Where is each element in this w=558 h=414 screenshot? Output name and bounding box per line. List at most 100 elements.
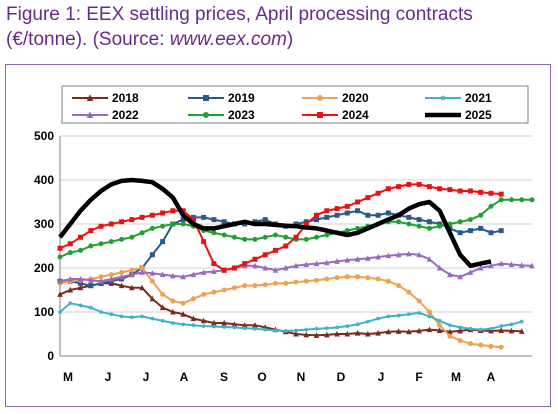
y-tick-label: 400 [34, 173, 54, 187]
series-point-2022 [344, 256, 351, 263]
series-point-2020 [180, 300, 186, 306]
series-point-2022 [529, 262, 535, 269]
series-point-2020 [467, 341, 473, 347]
series-point-2020 [426, 309, 432, 315]
legend-label-2021: 2021 [465, 91, 492, 105]
series-point-2023 [478, 212, 484, 218]
series-point-2020 [385, 278, 391, 284]
legend-label-2019: 2019 [228, 91, 255, 105]
series-point-2018 [190, 315, 197, 322]
series-point-2018 [406, 328, 412, 335]
series-point-2022 [354, 256, 361, 262]
series-point-2023 [160, 223, 166, 229]
series-point-2019 [355, 208, 361, 214]
series-point-2018 [303, 331, 310, 338]
series-point-2020 [447, 333, 453, 339]
series-point-2024 [498, 191, 504, 197]
series-point-2019 [314, 217, 320, 223]
series-point-2022 [180, 273, 186, 280]
series-point-2019 [498, 228, 504, 234]
series-point-2020 [488, 343, 494, 349]
series-point-2019 [426, 219, 432, 225]
series-point-2024 [426, 184, 432, 190]
series-point-2021 [345, 324, 350, 329]
legend-label-2020: 2020 [342, 91, 369, 105]
series-point-2020 [293, 279, 299, 285]
series-point-2022 [211, 268, 217, 275]
series-point-2018 [211, 319, 217, 326]
series-point-2023 [211, 230, 217, 236]
series-point-2019 [262, 217, 268, 223]
series-point-2023 [221, 232, 227, 238]
legend-marker-2019 [203, 95, 209, 101]
series-point-2023 [283, 234, 289, 240]
chart-title-main: Figure 1: EEX settling prices, April pro… [6, 4, 473, 25]
series-point-2024 [139, 214, 145, 220]
series-point-2019 [457, 230, 463, 236]
series-point-2020 [457, 338, 463, 344]
series-point-2022 [498, 260, 505, 267]
series-point-2020 [478, 342, 484, 348]
series-point-2021 [119, 314, 124, 319]
series-point-2018 [385, 328, 392, 335]
series-point-2023 [149, 225, 155, 231]
series-point-2018 [426, 326, 433, 333]
series-point-2022 [159, 271, 166, 278]
series-point-2023 [467, 217, 473, 223]
series-point-2022 [98, 278, 104, 284]
series-point-2020 [129, 267, 135, 273]
series-point-2022 [272, 267, 279, 273]
series-point-2018 [508, 327, 515, 334]
series-point-2022 [108, 275, 115, 282]
series-point-2024 [314, 212, 320, 218]
series-point-2021 [417, 310, 422, 315]
series-point-2022 [67, 275, 74, 282]
series-point-2024 [57, 245, 63, 251]
series-point-2018 [139, 284, 145, 291]
series-point-2024 [324, 208, 330, 214]
series-point-2021 [314, 326, 319, 331]
series-point-2024 [478, 189, 484, 195]
series-point-2024 [406, 181, 412, 187]
series-point-2022 [190, 271, 197, 278]
series-point-2022 [518, 262, 525, 268]
series-point-2021 [140, 314, 145, 319]
series-point-2021 [427, 314, 432, 319]
chart-title-source: www.eex.com [169, 29, 287, 50]
series-point-2024 [344, 203, 350, 209]
series-point-2019 [467, 228, 473, 234]
series-point-2022 [477, 264, 484, 271]
series-point-2020 [498, 344, 504, 350]
series-point-2019 [221, 219, 227, 225]
series-point-2021 [499, 324, 504, 329]
series-point-2022 [262, 264, 269, 271]
series-point-2018 [334, 330, 340, 337]
series-point-2018 [498, 327, 505, 333]
series-point-2022 [87, 277, 94, 283]
x-tick-label: F [415, 370, 422, 384]
series-point-2020 [344, 274, 350, 280]
x-tick-label: J [143, 370, 150, 384]
series-point-2024 [149, 212, 155, 218]
series-point-2022 [416, 251, 422, 258]
series-point-2020 [314, 277, 320, 283]
series-point-2022 [488, 262, 494, 269]
series-point-2020 [119, 269, 125, 275]
series-point-2022 [508, 261, 515, 267]
series-point-2020 [416, 298, 422, 304]
series-point-2022 [77, 275, 84, 282]
series-point-2021 [294, 328, 298, 333]
chart-title: Figure 1: EEX settling prices, April pro… [6, 2, 552, 52]
series-point-2020 [231, 285, 237, 291]
series-point-2024 [396, 184, 402, 190]
series-point-2024 [385, 186, 391, 192]
series-point-2021 [447, 323, 452, 328]
series-point-2019 [160, 239, 166, 245]
series-point-2021 [88, 305, 93, 310]
series-point-2022 [118, 273, 125, 280]
series-point-2020 [139, 265, 145, 271]
series-point-2024 [201, 239, 207, 245]
series-point-2022 [129, 271, 135, 278]
y-tick-label: 300 [34, 217, 54, 231]
legend-label-2024: 2024 [342, 108, 369, 122]
